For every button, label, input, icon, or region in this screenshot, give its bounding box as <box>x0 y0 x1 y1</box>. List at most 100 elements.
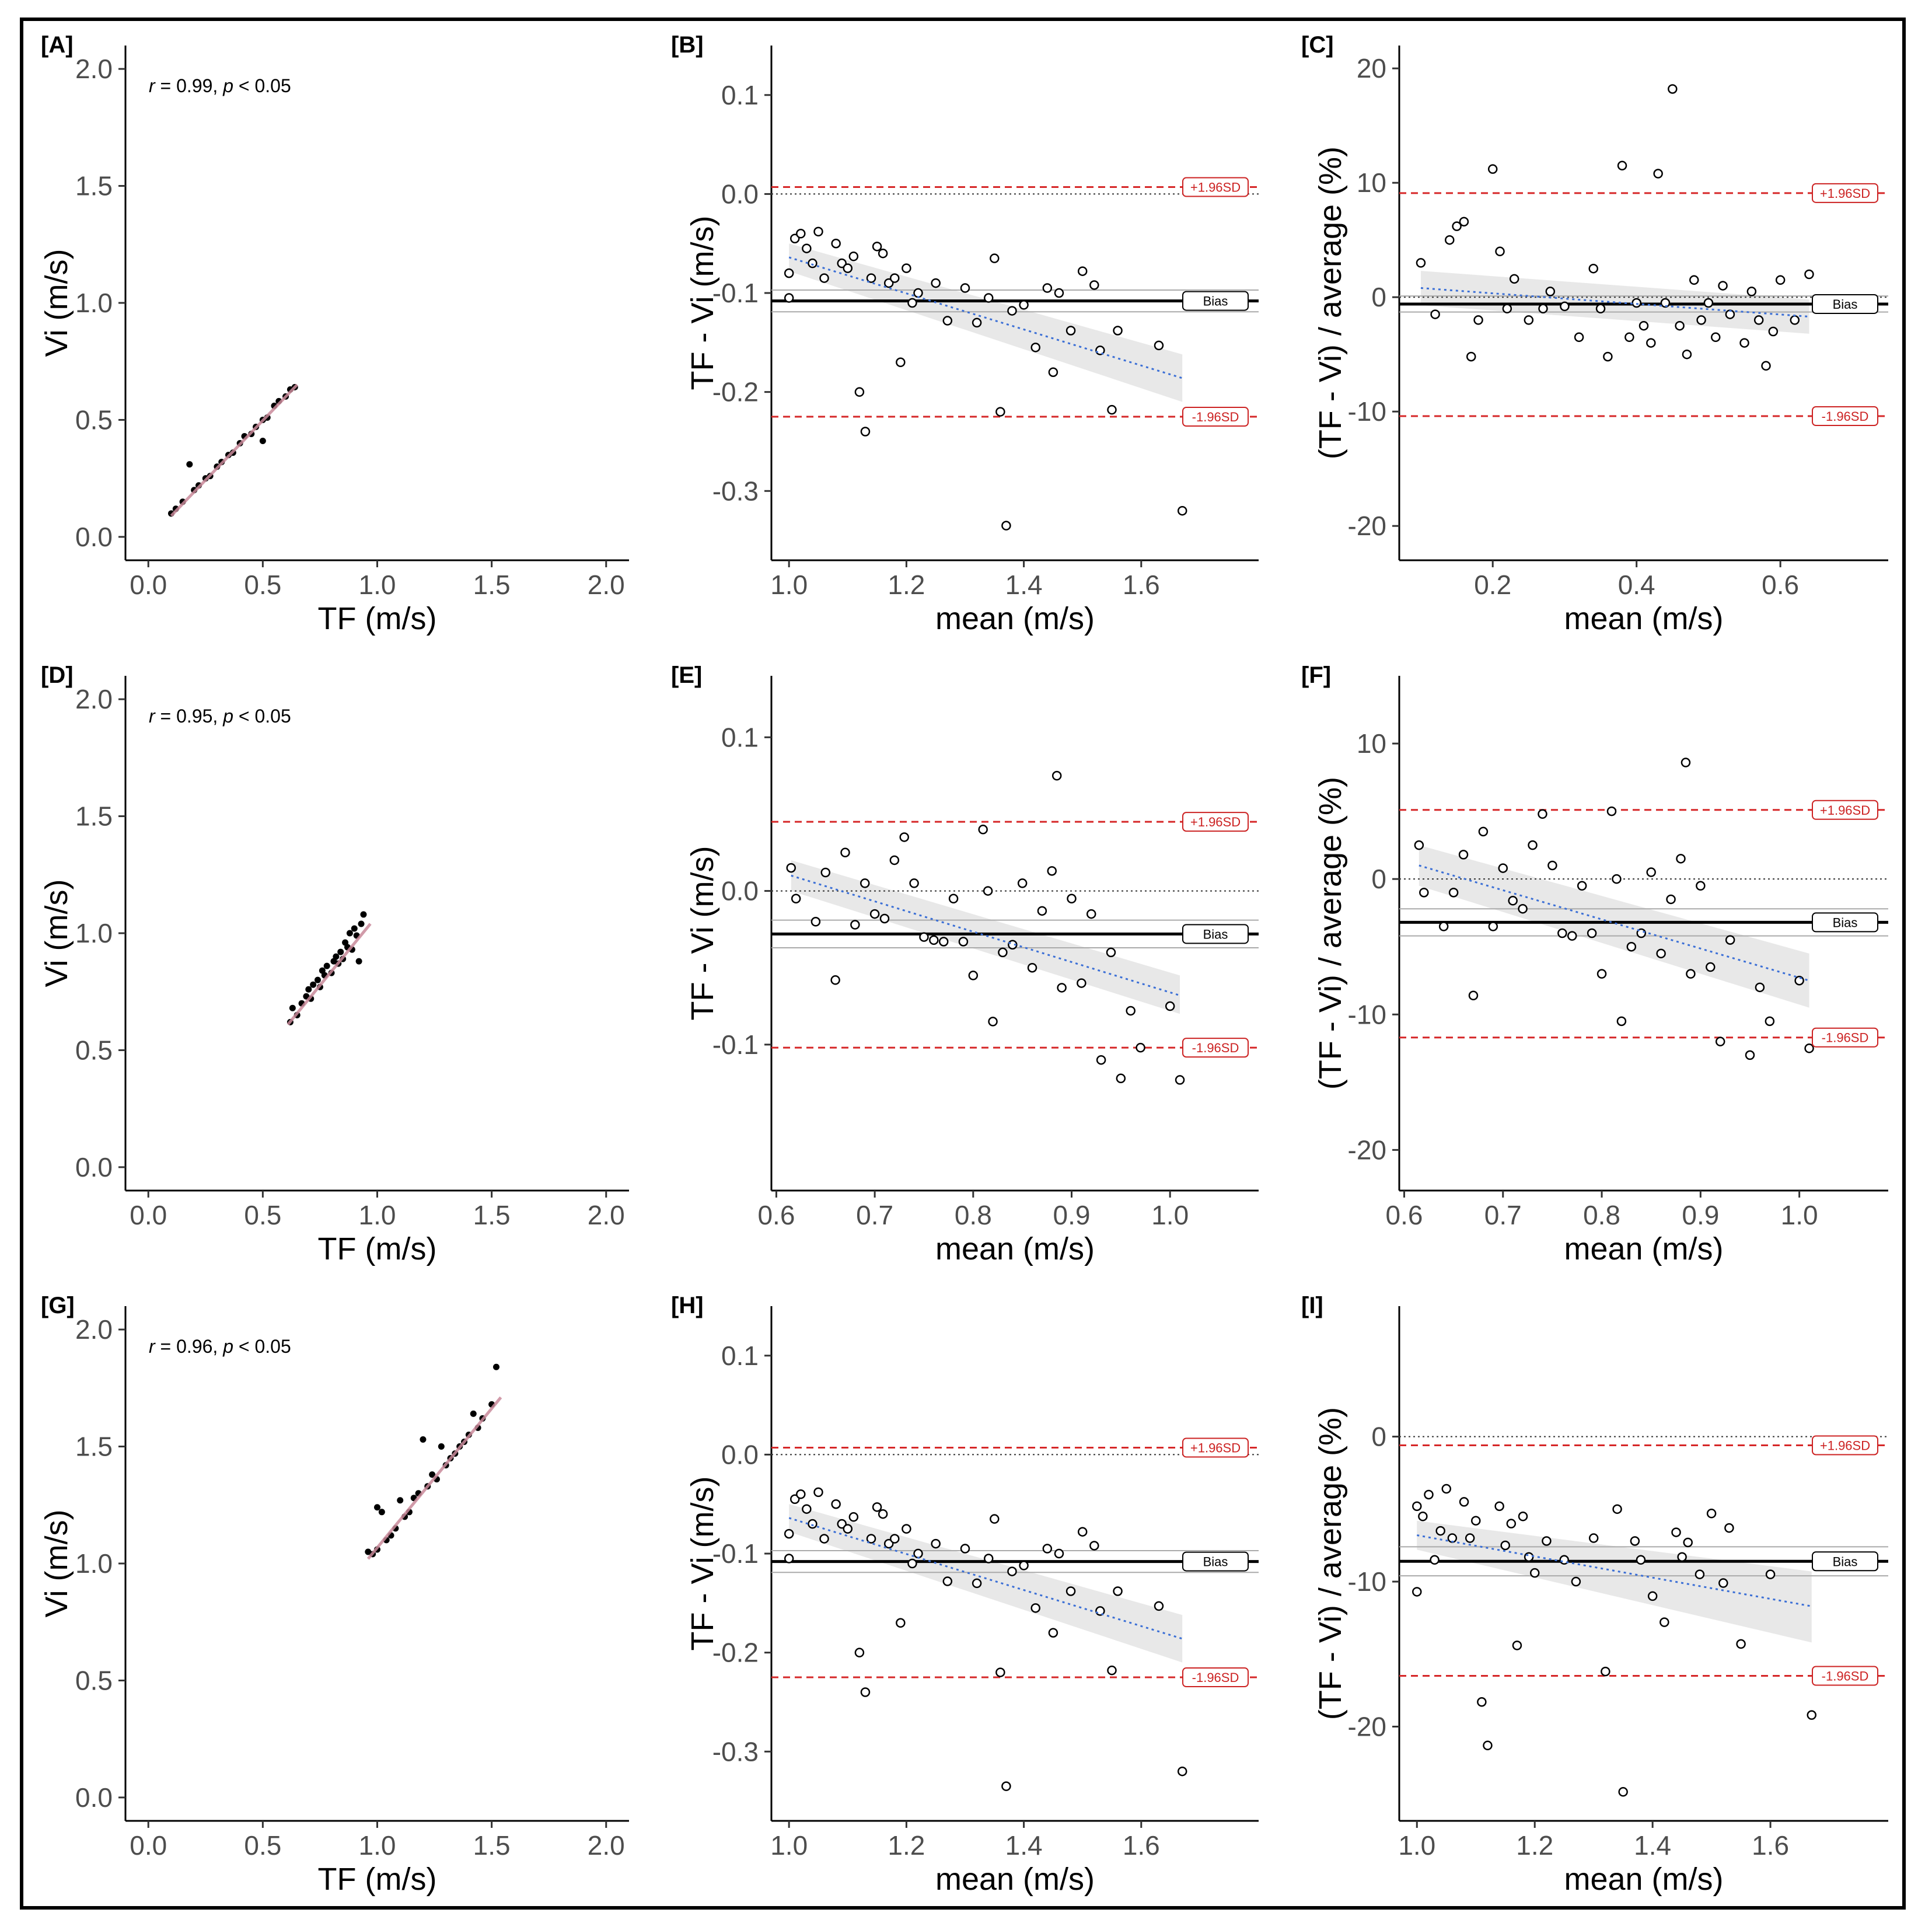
data-point <box>988 1017 998 1027</box>
data-point <box>1416 258 1426 268</box>
data-point <box>1458 850 1469 860</box>
data-point <box>1424 1489 1434 1500</box>
x-tick-label: 2.0 <box>588 570 625 600</box>
x-tick-label: 1.5 <box>473 1830 511 1861</box>
data-point <box>1617 160 1627 171</box>
data-point <box>998 947 1008 958</box>
y-tick-label: -10 <box>1348 396 1386 427</box>
data-point <box>1677 1552 1687 1562</box>
data-point <box>1528 840 1538 850</box>
data-point <box>1624 332 1634 343</box>
data-point <box>374 1504 380 1511</box>
y-tick-label: -20 <box>1348 511 1386 541</box>
data-point <box>358 920 365 927</box>
data-point <box>492 1363 499 1370</box>
x-tick-label: 0.6 <box>1385 1200 1423 1230</box>
data-point <box>1683 1537 1693 1548</box>
data-point <box>784 1554 794 1563</box>
y-tick-label: 0 <box>1371 1422 1386 1452</box>
data-point <box>960 1544 970 1554</box>
data-point <box>1095 345 1105 355</box>
x-tick-label: 2.0 <box>588 1830 625 1861</box>
upper-loa-label-box <box>1812 800 1878 820</box>
data-point <box>819 273 829 283</box>
y-tick-label: -0.3 <box>712 1736 759 1767</box>
x-tick-label: 1.4 <box>1005 570 1043 600</box>
data-point <box>1086 909 1096 919</box>
data-point <box>983 886 993 896</box>
panel-g: [G] 0.0 0.5 1.0 1.5 2.0 0.0 0.5 1.0 1.5 2.0 TF (m/s… <box>39 1293 629 1897</box>
data-point <box>1646 867 1656 877</box>
data-point <box>1473 315 1483 325</box>
data-point <box>1500 1540 1510 1551</box>
panel-b: [B] 1.0 1.2 1.4 1.6 0.1 0.0 -0.1 -0.2 -0.3 mean (m… <box>671 32 1259 636</box>
figure-frame <box>20 18 1906 1910</box>
lower-loa-label: -1.96SD <box>1822 1669 1869 1684</box>
data-point <box>1753 315 1764 325</box>
data-point <box>791 894 801 904</box>
data-point <box>323 962 330 969</box>
data-point <box>1715 1036 1725 1046</box>
panel-f: [F] 0.6 0.7 0.8 0.9 1.0 10 0 -10 -20 mean (m/s) (TF… <box>1301 662 1888 1266</box>
x-axis-title: mean (m/s) <box>935 1231 1095 1266</box>
data-point <box>1524 315 1534 325</box>
data-point <box>1509 274 1519 284</box>
data-point <box>1177 1766 1187 1777</box>
confidence-band <box>1417 1520 1812 1643</box>
data-point <box>1471 1516 1481 1526</box>
x-tick-label: 0.8 <box>1583 1200 1620 1230</box>
data-point <box>843 263 853 273</box>
trend-line <box>788 1517 1183 1640</box>
x-tick-label: 1.0 <box>1151 1200 1189 1230</box>
data-point <box>995 1667 1005 1677</box>
data-point <box>802 243 812 253</box>
data-point <box>315 976 322 983</box>
data-point <box>1054 1548 1064 1559</box>
y-tick-label: 0.0 <box>721 876 759 906</box>
bias-label-box <box>1182 924 1249 944</box>
panel-i: [I] 1.0 1.2 1.4 1.6 0 -10 -20 mean (m/s) (TF - Vi… <box>1301 1293 1888 1897</box>
lower-loa-label-box <box>1182 1667 1249 1688</box>
y-tick-label: 1.5 <box>75 1432 113 1462</box>
data-point <box>1478 826 1489 837</box>
data-point <box>1096 1055 1106 1065</box>
x-tick-label: 0.7 <box>856 1200 893 1230</box>
x-tick-label: 1.6 <box>1123 1830 1160 1861</box>
data-point <box>968 971 979 980</box>
correlation-annotation: r = 0.99, p < 0.05 <box>149 75 291 96</box>
data-point <box>1107 404 1117 415</box>
data-point <box>1736 1639 1746 1649</box>
data-point <box>289 1004 296 1011</box>
data-point <box>913 288 923 298</box>
x-tick-label: 1.4 <box>1005 1830 1043 1861</box>
data-point <box>1502 303 1512 314</box>
data-point <box>1557 928 1567 938</box>
data-point <box>1177 505 1187 516</box>
x-tick-label: 1.0 <box>359 1200 396 1230</box>
panel-label: [I] <box>1301 1293 1323 1318</box>
y-tick-label: 1.5 <box>75 171 113 201</box>
data-point <box>1718 1578 1728 1588</box>
data-point <box>1077 1527 1088 1537</box>
data-point <box>1042 1544 1053 1554</box>
data-point <box>360 911 367 918</box>
data-point <box>890 273 900 283</box>
data-point <box>1616 1016 1627 1027</box>
bias-label: Bias <box>1833 297 1858 312</box>
x-tick-label: 0.8 <box>955 1200 992 1230</box>
data-point <box>1419 888 1429 898</box>
data-point <box>931 1538 941 1549</box>
data-point <box>1631 298 1641 308</box>
data-point <box>919 932 929 942</box>
bias-label: Bias <box>1833 915 1858 930</box>
data-point <box>1686 969 1696 979</box>
data-point <box>1703 298 1714 308</box>
data-point <box>1518 903 1528 914</box>
data-point <box>1646 338 1656 348</box>
data-point <box>990 1514 1000 1524</box>
data-point <box>1494 1501 1504 1512</box>
data-point <box>1459 217 1469 227</box>
data-point <box>1495 246 1505 257</box>
data-point <box>1601 1666 1610 1677</box>
y-tick-label: 1.0 <box>75 288 113 318</box>
